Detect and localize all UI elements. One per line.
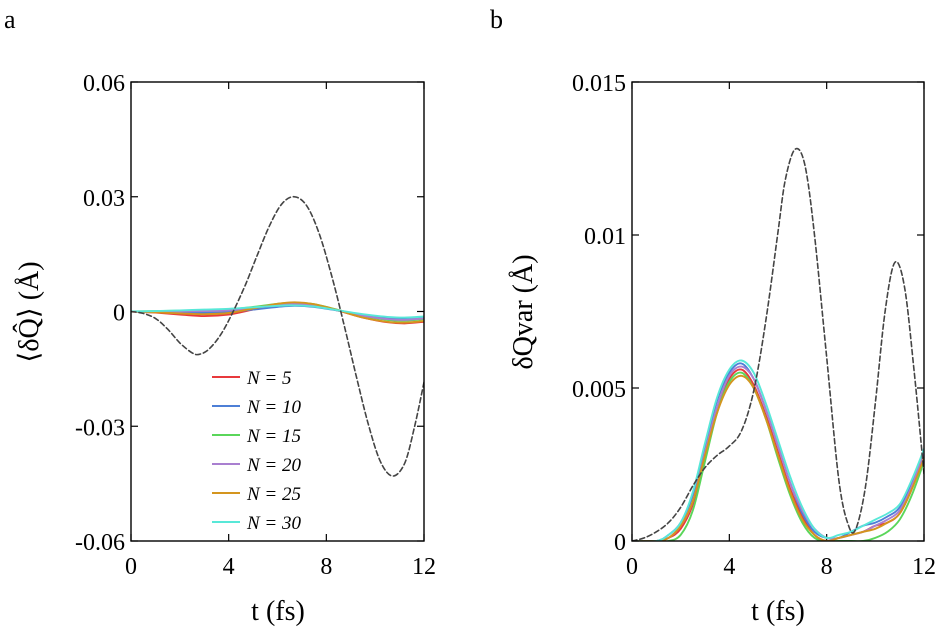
y-tick-label-b-3: 0.015 bbox=[572, 71, 626, 97]
y-tick-label-b-0: 0 bbox=[614, 530, 626, 556]
panel-label-a: a bbox=[4, 5, 16, 34]
plot-frame-a bbox=[130, 81, 425, 542]
y-tick-label-a-0: -0.06 bbox=[75, 530, 125, 556]
legend-label-n-30: N = 30 bbox=[246, 513, 301, 534]
legend-a: N = 5 N = 10 N = 15 N = 20 N = 25 N = 30 bbox=[212, 368, 301, 534]
x-tick-label-a-3: 12 bbox=[412, 554, 436, 580]
series-line-n-25-a bbox=[131, 301, 424, 324]
y-tick-label-a-2: 0 bbox=[113, 301, 125, 327]
x-tick-label-a-1: 4 bbox=[223, 554, 235, 580]
plot-area-b: 0 4 8 12 0 0.005 0.01 0.015 bbox=[572, 71, 936, 580]
series-line-n-20-a bbox=[131, 302, 424, 321]
x-axis-title-b: t (fs) bbox=[751, 596, 805, 627]
panel-label-b: b bbox=[490, 5, 503, 34]
series-line-n-30-a bbox=[131, 304, 424, 319]
x-tick-label-a-2: 8 bbox=[320, 554, 332, 580]
y-tick-label-b-1: 0.005 bbox=[572, 377, 626, 403]
legend-label-n-25: N = 25 bbox=[246, 484, 301, 505]
series-line-n-25-b bbox=[632, 374, 924, 541]
series-group-b bbox=[632, 147, 924, 541]
x-tick-label-b-3: 12 bbox=[912, 554, 936, 580]
legend-label-n-15: N = 15 bbox=[246, 426, 301, 447]
x-tick-label-b-1: 4 bbox=[723, 554, 735, 580]
legend-label-n-10: N = 10 bbox=[246, 397, 301, 418]
plot-area-a: 0 4 8 12 -0.06 -0.03 0 0.03 0.06 N = 5 N = 10 N = 1… bbox=[75, 71, 436, 580]
x-tick-label-b-2: 8 bbox=[821, 554, 833, 580]
series-line-n-15-b bbox=[632, 371, 924, 541]
y-tick-label-a-4: 0.06 bbox=[83, 71, 125, 97]
x-tick-label-a-0: 0 bbox=[125, 554, 137, 580]
y-axis-title-a: ⟨δQ̂⟩ (Å) bbox=[13, 261, 45, 362]
series-group-a bbox=[131, 195, 424, 477]
x-tick-label-b-0: 0 bbox=[626, 554, 638, 580]
y-tick-label-b-2: 0.01 bbox=[584, 224, 626, 250]
series-line-reference-b bbox=[632, 147, 924, 541]
chart-panel-a: 0 4 8 12 -0.06 -0.03 0 0.03 0.06 N = 5 N = 10 N = 1… bbox=[13, 71, 436, 627]
legend-label-n-5: N = 5 bbox=[246, 368, 292, 389]
x-axis-title-a: t (fs) bbox=[251, 596, 305, 627]
series-line-n-30-b bbox=[632, 359, 924, 541]
chart-panel-b: 0 4 8 12 0 0.005 0.01 0.015 t (fs) δQvar (Å) bbox=[508, 71, 936, 627]
y-tick-label-a-3: 0.03 bbox=[83, 186, 125, 212]
plot-frame-b bbox=[631, 81, 925, 542]
legend-label-n-20: N = 20 bbox=[246, 455, 301, 476]
y-axis-title-b: δQvar (Å) bbox=[508, 254, 539, 369]
series-line-reference-a bbox=[131, 195, 424, 477]
y-tick-label-a-1: -0.03 bbox=[75, 415, 125, 441]
